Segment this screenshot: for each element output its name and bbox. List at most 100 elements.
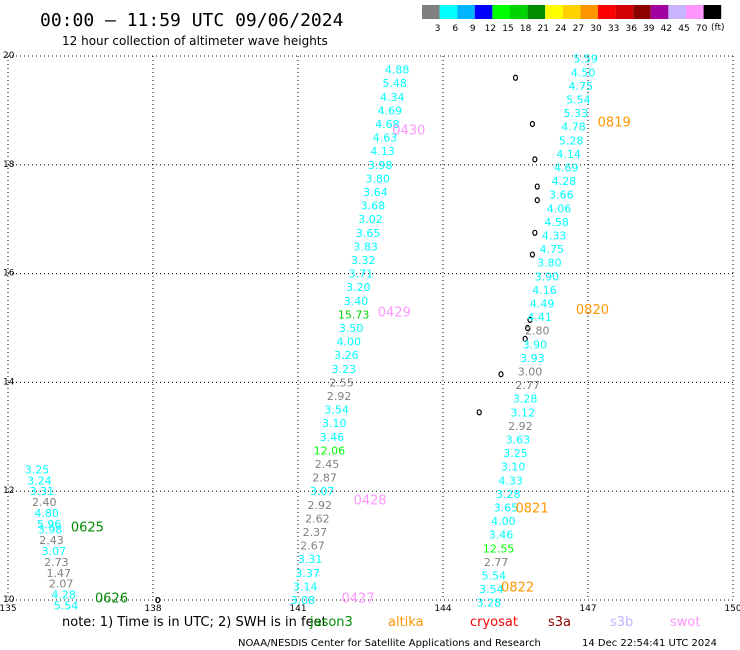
legend-swatch (615, 5, 634, 19)
swh-value: 3.25 (503, 447, 528, 460)
footer-agency: NOAA/NESDIS Center for Satellite Applica… (238, 638, 541, 649)
legend-label: 39 (643, 24, 655, 34)
swh-value: 3.31 (298, 553, 323, 566)
swh-value: 2.80 (525, 325, 550, 338)
legend-label: 18 (520, 24, 532, 34)
swh-value: 5.54 (54, 599, 79, 612)
pass-label: 0430 (392, 123, 425, 138)
chart-subtitle: 12 hour collection of altimeter wave hei… (62, 34, 328, 48)
x-tick-label: 144 (434, 604, 451, 614)
legend-swatch (598, 5, 616, 19)
swh-value: 3.80 (366, 172, 391, 185)
swh-value: 4.69 (554, 162, 579, 175)
mission-name: s3a (548, 615, 571, 630)
swh-value: 3.66 (549, 189, 574, 202)
swh-value: 3.26 (334, 349, 359, 362)
swh-value: 2.45 (315, 458, 340, 471)
mission-name: altika (388, 615, 424, 630)
swh-value: 3.46 (320, 431, 345, 444)
swh-value: 5.54 (566, 94, 591, 107)
swh-value: 3.54 (479, 583, 504, 596)
y-tick-label: 20 (3, 51, 15, 61)
legend-label: 6 (452, 24, 458, 34)
island-outline (534, 197, 540, 204)
legend-swatch (686, 5, 704, 19)
island-outline (532, 229, 538, 236)
island-outline (534, 183, 540, 190)
legend-label: 27 (573, 24, 584, 34)
legend-label: 70 (696, 24, 708, 34)
pass-label: 0625 (71, 521, 104, 536)
swh-value: 4.78 (561, 121, 586, 134)
swh-value: 15.73 (338, 308, 370, 321)
swh-value: 3.32 (351, 254, 376, 267)
island-outline (476, 409, 482, 416)
swh-value: 5.33 (564, 107, 589, 120)
island-outline (527, 316, 533, 323)
legend-swatch (580, 5, 598, 19)
mission-legend: jason3 altika cryosat s3a s3b swot (309, 615, 700, 630)
pass-label: 0822 (501, 580, 534, 595)
island-outline (498, 371, 504, 378)
chart-title: 00:00 – 11:59 UTC 09/06/2024 (40, 10, 343, 31)
swh-value: 4.63 (373, 132, 398, 145)
swh-value: 4.13 (370, 145, 395, 158)
legend-swatch (492, 5, 510, 19)
x-tick-label: 141 (289, 604, 306, 614)
swh-value: 3.23 (332, 363, 357, 376)
legend-swatch (650, 5, 669, 19)
legend-swatch (703, 5, 722, 19)
swh-value: 3.71 (349, 268, 374, 281)
swh-value: 4.33 (498, 474, 523, 487)
swh-value: 3.28 (496, 488, 521, 501)
legend-label: 30 (590, 24, 602, 34)
y-tick-label: 12 (3, 486, 14, 496)
swh-value: 3.50 (339, 322, 364, 335)
legend-swatch (527, 5, 546, 19)
island-outline (529, 120, 536, 128)
legend-label: 3 (435, 24, 441, 34)
swh-value: 3.68 (361, 200, 386, 213)
y-tick-label: 14 (3, 377, 15, 387)
color-legend: 3 6 9 12 15 18 21 24 27 30 33 36 39 42 45 70 (422, 5, 722, 34)
swh-value: 2.92 (508, 420, 533, 433)
swh-value: 3.64 (363, 186, 388, 199)
swh-value: 2.77 (515, 379, 540, 392)
swh-value: 3.37 (295, 567, 320, 580)
island-outline (529, 251, 536, 258)
island-outline (522, 335, 528, 342)
footer-note: note: 1) Time is in UTC; 2) SWH is in fe… (62, 615, 327, 630)
swh-value: 4.69 (378, 104, 403, 117)
legend-label: 36 (625, 24, 637, 34)
legend-label: 33 (608, 24, 619, 34)
y-tick-label: 16 (3, 269, 15, 279)
swh-value: 3.93 (520, 352, 545, 365)
pass-label: 0429 (378, 306, 411, 321)
island-outline (532, 156, 538, 163)
swh-value: 4.58 (544, 216, 569, 229)
swh-value: 3.63 (506, 434, 531, 447)
island-outline (155, 596, 161, 604)
legend-swatch (545, 5, 563, 19)
swh-value: 4.00 (491, 515, 516, 528)
swh-value: 3.10 (501, 461, 526, 474)
pass-label: 0820 (576, 303, 609, 318)
legend-label: 42 (661, 24, 672, 34)
swh-value: 3.14 (293, 580, 318, 593)
swh-value: 5.96 (37, 518, 62, 531)
swh-value: 12.06 (314, 444, 346, 457)
legend-label: 24 (555, 24, 567, 34)
swh-value: 3.28 (477, 597, 502, 610)
mission-name: jason3 (309, 615, 353, 630)
swh-value: 3.90 (535, 270, 560, 283)
y-tick-label: 10 (3, 595, 15, 605)
pass-label: 0819 (598, 115, 631, 130)
swh-value: 3.40 (344, 295, 369, 308)
swh-value: 4.75 (569, 80, 594, 93)
swh-value: 3.07 (42, 545, 67, 558)
legend-swatch (562, 5, 581, 19)
swh-value: 5.48 (382, 77, 407, 90)
footer-timestamp: 14 Dec 22:54:41 UTC 2024 (582, 638, 717, 649)
pass-labels: 0430 0429 0428 0427 0819 0820 0821 0822 0625 0626 (71, 115, 631, 606)
